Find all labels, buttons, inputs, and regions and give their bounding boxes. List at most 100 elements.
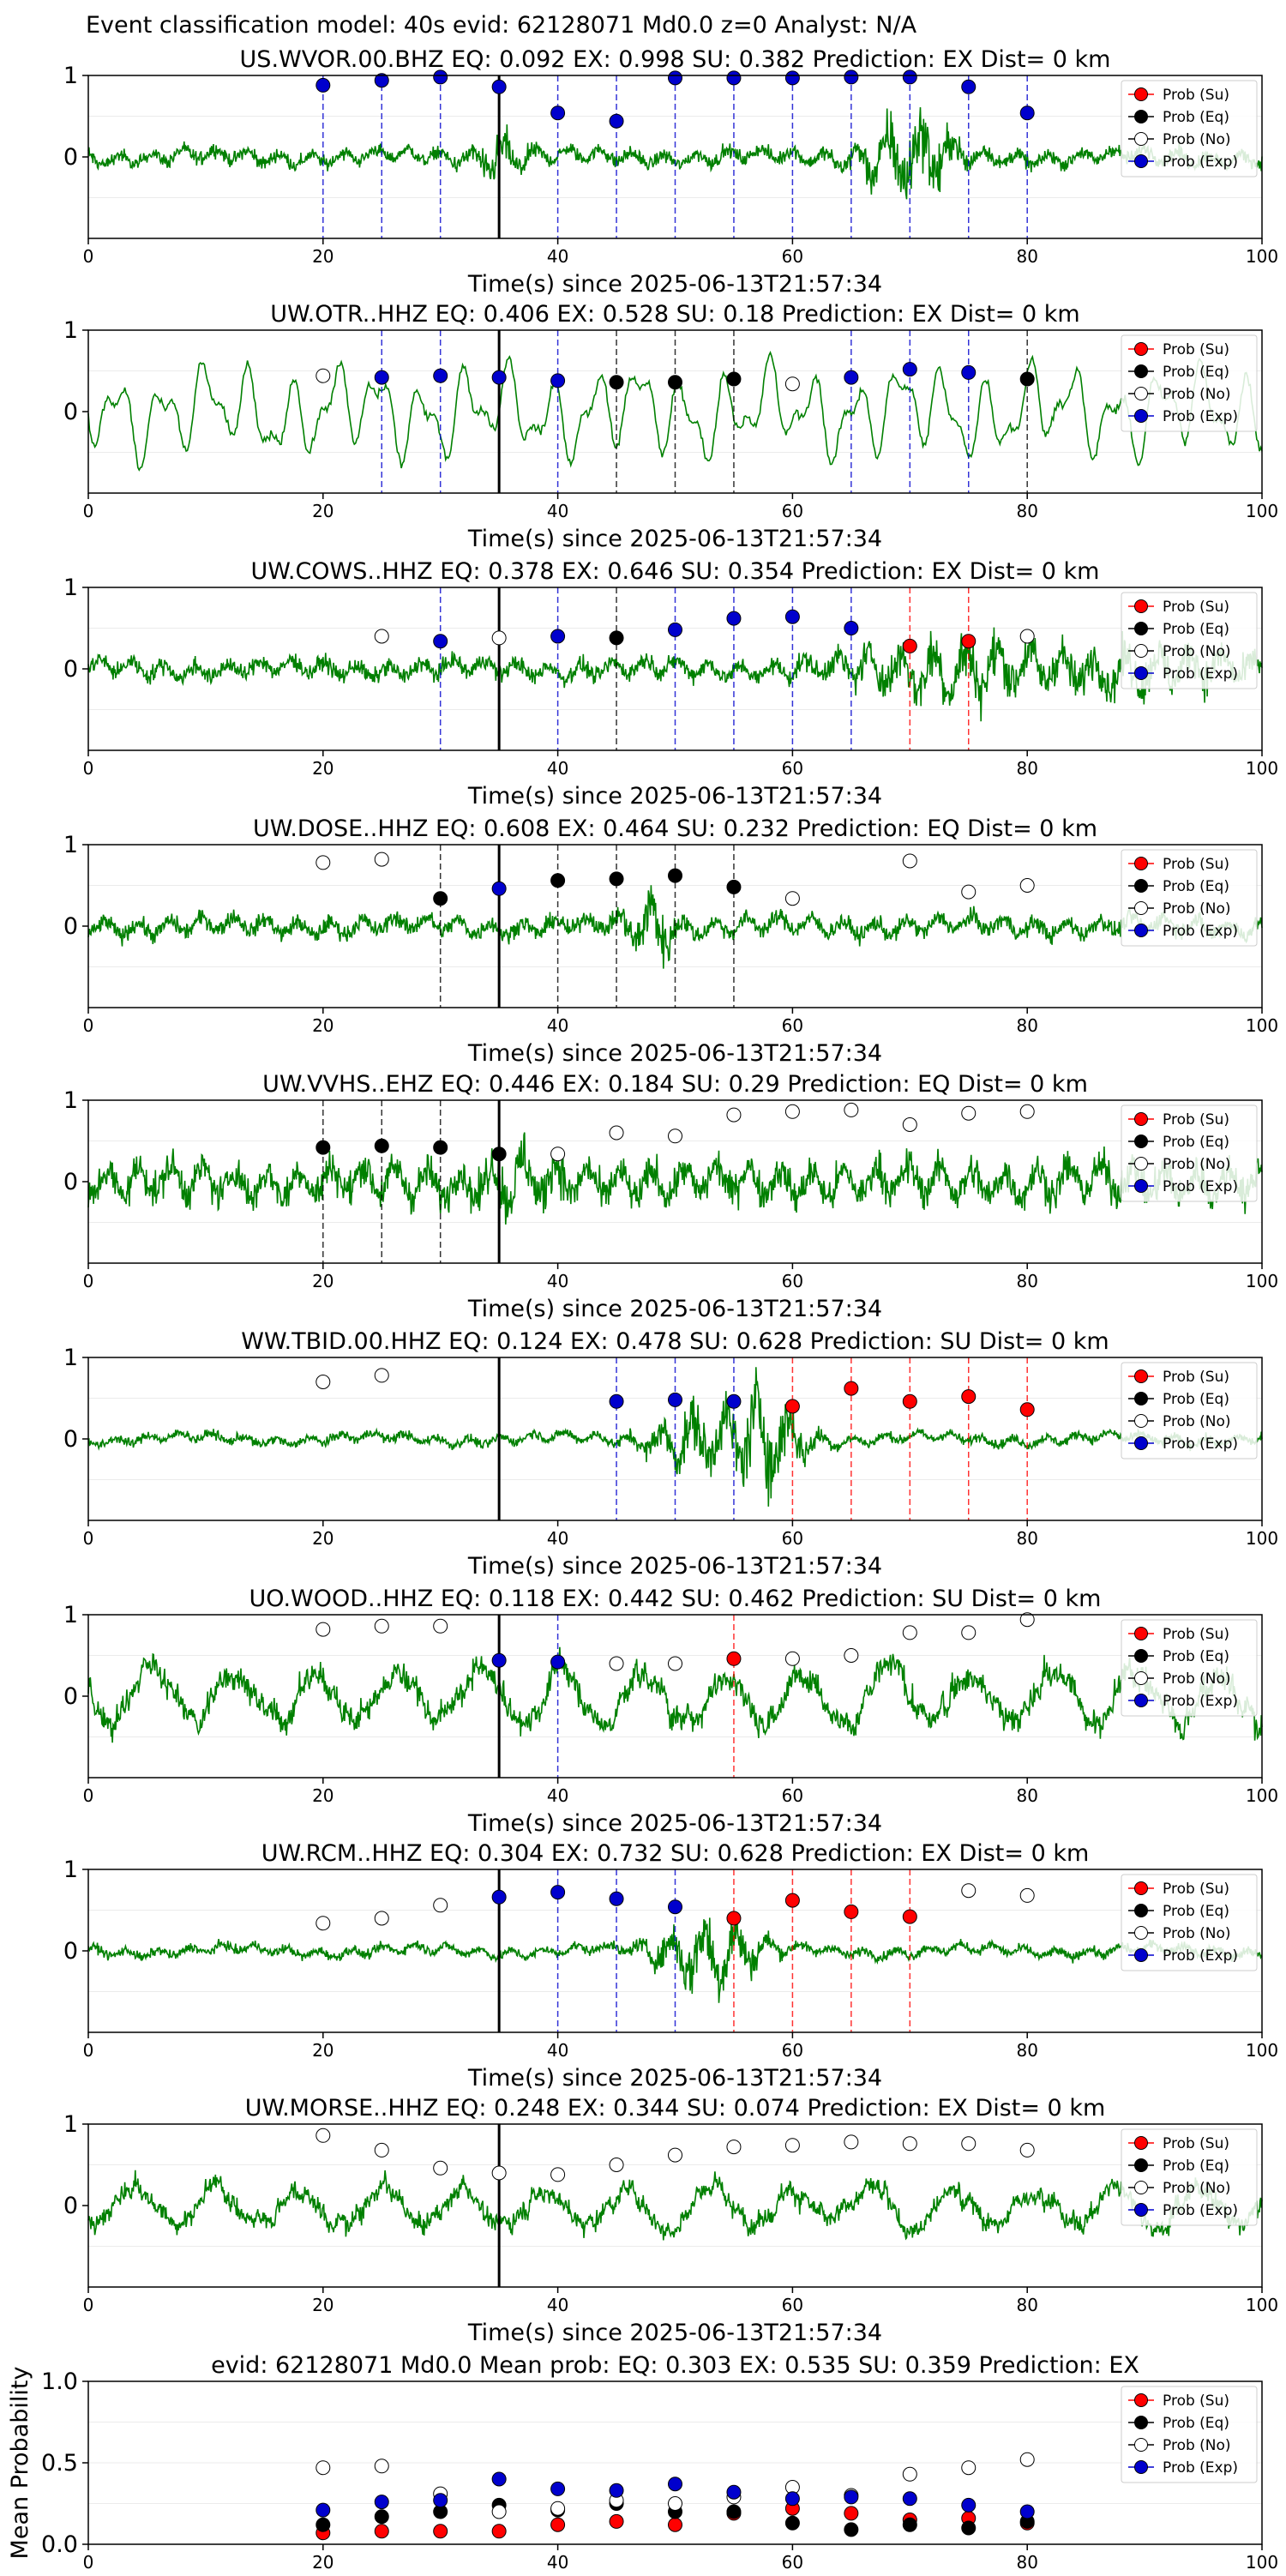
probability-point (902, 638, 917, 653)
probability-point (550, 873, 566, 888)
x-axis-label: Time(s) since 2025-06-13T21:57:34 (467, 526, 882, 552)
legend-frame (1121, 80, 1258, 178)
legend-label: Prob (Su) (1163, 1369, 1229, 1386)
legend-label: Prob (Eq) (1163, 109, 1229, 126)
legend-label: Prob (Su) (1163, 599, 1229, 616)
probability-point (433, 891, 448, 906)
x-tick-label: 0 (83, 2040, 94, 2061)
mean-probability-point (374, 2459, 389, 2474)
legend-entry: Prob (Eq) (1128, 1134, 1229, 1151)
waveform-trace (87, 2170, 1263, 2241)
x-tick-label: 100 (1246, 2295, 1278, 2315)
legend-entry: Prob (Su) (1128, 87, 1229, 104)
legend-label: Prob (Exp) (1163, 408, 1238, 425)
probability-point (315, 1622, 331, 1637)
probability-point (315, 1916, 331, 1931)
x-tick-label: 40 (547, 2552, 568, 2573)
probability-point (902, 1625, 917, 1640)
y-tick-label: 1 (63, 2111, 78, 2138)
probability-point (961, 364, 977, 380)
x-tick-label: 80 (1016, 2040, 1037, 2061)
probability-point (609, 2158, 624, 2172)
legend-label: Prob (Exp) (1163, 923, 1238, 940)
probability-point (844, 621, 859, 635)
legend-marker (1134, 342, 1148, 356)
legend-label: Prob (Eq) (1163, 1648, 1229, 1665)
legend-marker (1134, 2416, 1148, 2429)
legend-label: Prob (Exp) (1163, 1435, 1238, 1453)
legend-marker (1134, 2158, 1148, 2172)
probability-point (491, 2165, 507, 2181)
legend: Prob (Su) Prob (Eq) Prob (No) Prob (Exp) (1121, 80, 1258, 178)
probability-point (668, 868, 682, 883)
x-tick-label: 20 (312, 758, 334, 779)
probability-point (668, 1392, 682, 1407)
legend-entry: Prob (No) (1128, 900, 1231, 918)
mean-probability-point (668, 2496, 682, 2511)
legend-entry: Prob (Eq) (1128, 1391, 1229, 1408)
legend-marker (1134, 644, 1148, 658)
legend-marker (1134, 110, 1148, 123)
legend-frame (1121, 592, 1258, 689)
legend-marker (1134, 1881, 1148, 1895)
legend-entry: Prob (Eq) (1128, 364, 1229, 381)
legend-label: Prob (Exp) (1163, 665, 1238, 683)
probability-point (491, 79, 507, 94)
x-axis-label: Time(s) since 2025-06-13T21:57:34 (467, 1296, 882, 1322)
x-tick-label: 80 (1016, 246, 1037, 267)
legend-marker (1134, 666, 1148, 680)
probability-point (433, 634, 448, 649)
x-tick-label: 100 (1246, 1015, 1278, 1036)
x-tick-label: 0 (83, 1015, 94, 1036)
x-tick-label: 40 (547, 1785, 568, 1806)
x-tick-label: 20 (312, 2552, 334, 2573)
legend-frame (1121, 1104, 1258, 1202)
legend-entry: Prob (Exp) (1128, 1947, 1238, 1965)
legend: Prob (Su) Prob (Eq) Prob (No) Prob (Exp) (1121, 334, 1258, 432)
x-tick-label: 100 (1246, 1528, 1278, 1549)
legend-entry: Prob (Su) (1128, 856, 1229, 873)
x-tick-label: 0 (83, 1271, 94, 1291)
probability-point (668, 70, 682, 86)
mean-probability-point (491, 2524, 507, 2539)
station-panel: UW.MORSE..HHZ EQ: 0.248 EX: 0.344 SU: 0.… (63, 2095, 1278, 2346)
legend: Prob (Su) Prob (Eq) Prob (No) Prob (Exp) (1121, 1362, 1258, 1460)
mean-probability-point (668, 2517, 682, 2532)
probability-point (491, 881, 507, 896)
x-tick-label: 100 (1246, 2040, 1278, 2061)
probability-point (433, 1618, 448, 1634)
legend-entry: Prob (Eq) (1128, 2158, 1229, 2175)
x-tick-label: 80 (1016, 1271, 1037, 1291)
x-tick-label: 60 (782, 1271, 803, 1291)
y-tick-label: 1.0 (41, 2368, 78, 2395)
legend-entry: Prob (No) (1128, 131, 1231, 148)
legend-entry: Prob (Su) (1128, 2135, 1229, 2152)
y-tick-label: 0 (63, 1426, 78, 1453)
legend-label: Prob (Su) (1163, 2392, 1229, 2410)
legend-entry: Prob (Eq) (1128, 1648, 1229, 1665)
legend-entry: Prob (Su) (1128, 1369, 1229, 1386)
mean-probability-point (726, 2484, 742, 2500)
probability-point (726, 2140, 742, 2155)
legend-marker (1134, 1904, 1148, 1917)
legend-frame (1121, 334, 1258, 432)
legend-marker (1134, 1157, 1148, 1171)
x-tick-label: 60 (782, 758, 803, 779)
probability-point (726, 1911, 742, 1926)
x-tick-label: 80 (1016, 501, 1037, 521)
probability-point (1019, 629, 1035, 644)
x-tick-label: 20 (312, 2295, 334, 2315)
legend-marker (1134, 2393, 1148, 2407)
probability-point (726, 611, 742, 626)
y-tick-label: 1 (63, 63, 78, 89)
legend-marker (1134, 1694, 1148, 1707)
station-panel: WW.TBID.00.HHZ EQ: 0.124 EX: 0.478 SU: 0… (63, 1328, 1278, 1580)
x-tick-label: 60 (782, 2552, 803, 2573)
y-tick-label: 0 (63, 1683, 78, 1710)
legend-entry: Prob (Exp) (1128, 408, 1238, 425)
legend-label: Prob (Su) (1163, 856, 1229, 873)
x-tick-label: 20 (312, 1528, 334, 1549)
legend-label: Prob (Eq) (1163, 1134, 1229, 1151)
panel-title: UW.COWS..HHZ EQ: 0.378 EX: 0.646 SU: 0.3… (251, 558, 1100, 585)
legend-label: Prob (No) (1163, 386, 1231, 403)
